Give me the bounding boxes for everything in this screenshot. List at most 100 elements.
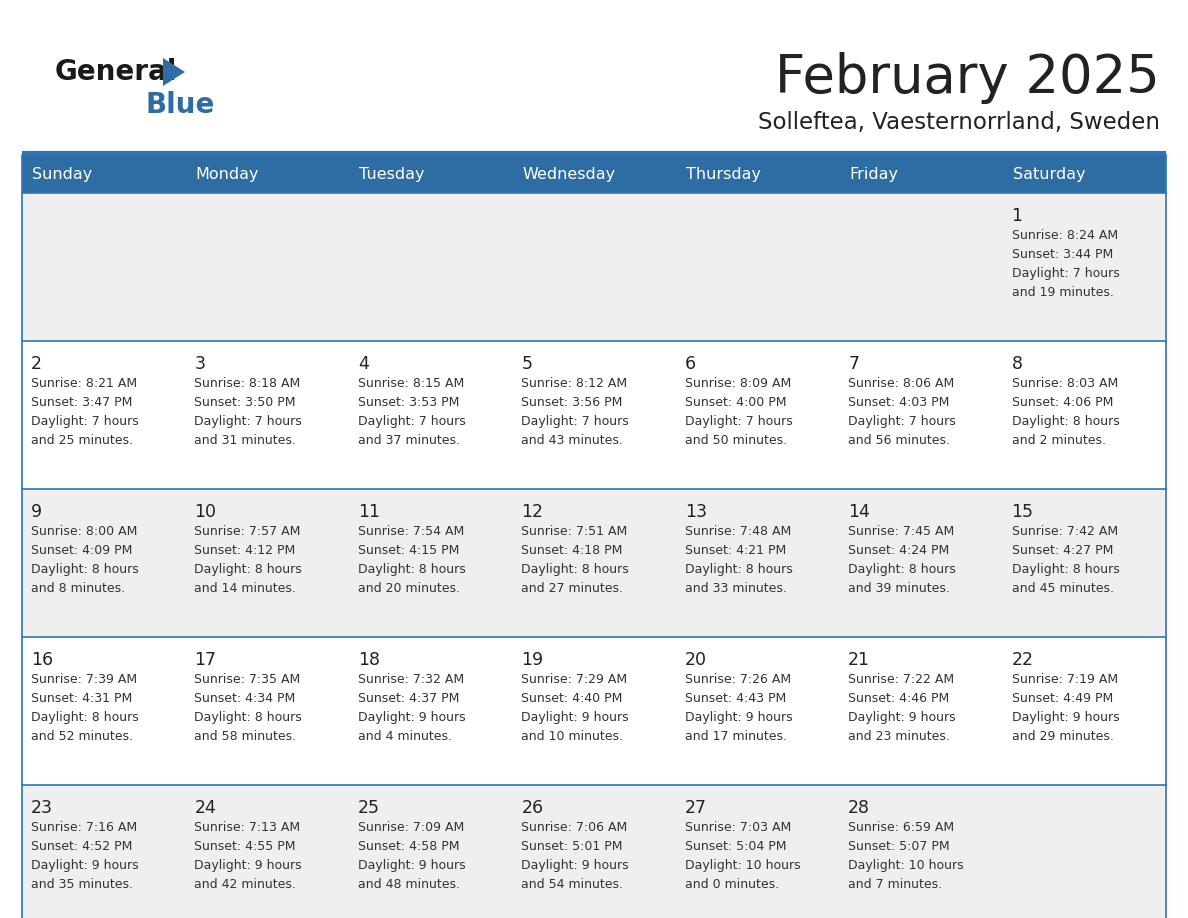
Text: Sunset: 4:43 PM: Sunset: 4:43 PM bbox=[684, 692, 786, 705]
Text: and 23 minutes.: and 23 minutes. bbox=[848, 730, 950, 743]
Text: Solleftea, Vaesternorrland, Sweden: Solleftea, Vaesternorrland, Sweden bbox=[758, 110, 1159, 133]
Text: 21: 21 bbox=[848, 651, 870, 669]
Text: 9: 9 bbox=[31, 503, 42, 521]
Bar bbox=[1003, 155, 1165, 193]
Text: 1: 1 bbox=[1011, 207, 1023, 225]
Text: 28: 28 bbox=[848, 799, 870, 817]
Text: Sunset: 4:55 PM: Sunset: 4:55 PM bbox=[195, 840, 296, 853]
Text: and 35 minutes.: and 35 minutes. bbox=[31, 878, 133, 891]
Text: Sunrise: 7:57 AM: Sunrise: 7:57 AM bbox=[195, 525, 301, 538]
Text: Sunrise: 8:18 AM: Sunrise: 8:18 AM bbox=[195, 377, 301, 390]
Text: Sunrise: 7:42 AM: Sunrise: 7:42 AM bbox=[1011, 525, 1118, 538]
Bar bbox=[185, 155, 349, 193]
Bar bbox=[23, 155, 185, 193]
Text: and 2 minutes.: and 2 minutes. bbox=[1011, 434, 1106, 447]
Text: Daylight: 8 hours: Daylight: 8 hours bbox=[358, 563, 466, 576]
Text: and 7 minutes.: and 7 minutes. bbox=[848, 878, 942, 891]
Text: Daylight: 8 hours: Daylight: 8 hours bbox=[31, 563, 139, 576]
Text: 11: 11 bbox=[358, 503, 380, 521]
Text: Sunset: 4:06 PM: Sunset: 4:06 PM bbox=[1011, 396, 1113, 409]
Text: Sunset: 5:04 PM: Sunset: 5:04 PM bbox=[684, 840, 786, 853]
Text: 27: 27 bbox=[684, 799, 707, 817]
Text: Sunrise: 8:15 AM: Sunrise: 8:15 AM bbox=[358, 377, 465, 390]
Text: 19: 19 bbox=[522, 651, 543, 669]
Text: and 45 minutes.: and 45 minutes. bbox=[1011, 582, 1113, 595]
Text: and 14 minutes.: and 14 minutes. bbox=[195, 582, 296, 595]
Text: and 54 minutes.: and 54 minutes. bbox=[522, 878, 624, 891]
Text: Saturday: Saturday bbox=[1012, 166, 1085, 182]
Text: Daylight: 8 hours: Daylight: 8 hours bbox=[195, 563, 302, 576]
Text: Sunset: 4:46 PM: Sunset: 4:46 PM bbox=[848, 692, 949, 705]
Text: 13: 13 bbox=[684, 503, 707, 521]
Text: Sunset: 4:00 PM: Sunset: 4:00 PM bbox=[684, 396, 786, 409]
Text: Wednesday: Wednesday bbox=[523, 166, 615, 182]
Text: Sunrise: 7:19 AM: Sunrise: 7:19 AM bbox=[1011, 673, 1118, 686]
Text: Sunset: 3:50 PM: Sunset: 3:50 PM bbox=[195, 396, 296, 409]
Text: Daylight: 7 hours: Daylight: 7 hours bbox=[195, 415, 302, 428]
Text: Sunset: 4:21 PM: Sunset: 4:21 PM bbox=[684, 544, 786, 557]
Text: Sunset: 4:27 PM: Sunset: 4:27 PM bbox=[1011, 544, 1113, 557]
Text: and 27 minutes.: and 27 minutes. bbox=[522, 582, 624, 595]
Text: and 20 minutes.: and 20 minutes. bbox=[358, 582, 460, 595]
Text: and 4 minutes.: and 4 minutes. bbox=[358, 730, 451, 743]
Text: Sunrise: 7:09 AM: Sunrise: 7:09 AM bbox=[358, 821, 465, 834]
Text: 22: 22 bbox=[1011, 651, 1034, 669]
Text: Sunrise: 7:39 AM: Sunrise: 7:39 AM bbox=[31, 673, 137, 686]
Polygon shape bbox=[163, 58, 185, 86]
Text: Daylight: 10 hours: Daylight: 10 hours bbox=[684, 859, 801, 872]
Text: Daylight: 8 hours: Daylight: 8 hours bbox=[1011, 563, 1119, 576]
Bar bbox=[512, 155, 676, 193]
Text: and 37 minutes.: and 37 minutes. bbox=[358, 434, 460, 447]
Bar bbox=[676, 155, 839, 193]
Text: Sunrise: 7:29 AM: Sunrise: 7:29 AM bbox=[522, 673, 627, 686]
Text: Daylight: 9 hours: Daylight: 9 hours bbox=[1011, 711, 1119, 724]
Text: Sunset: 3:53 PM: Sunset: 3:53 PM bbox=[358, 396, 460, 409]
Text: Sunrise: 8:21 AM: Sunrise: 8:21 AM bbox=[31, 377, 137, 390]
Text: 7: 7 bbox=[848, 355, 859, 373]
Text: Friday: Friday bbox=[849, 166, 898, 182]
Text: Sunrise: 7:16 AM: Sunrise: 7:16 AM bbox=[31, 821, 137, 834]
Text: Sunset: 4:03 PM: Sunset: 4:03 PM bbox=[848, 396, 949, 409]
Text: 16: 16 bbox=[31, 651, 53, 669]
Text: 18: 18 bbox=[358, 651, 380, 669]
Text: 5: 5 bbox=[522, 355, 532, 373]
Text: Sunrise: 8:24 AM: Sunrise: 8:24 AM bbox=[1011, 229, 1118, 242]
Text: 14: 14 bbox=[848, 503, 870, 521]
Text: Daylight: 9 hours: Daylight: 9 hours bbox=[31, 859, 139, 872]
Text: 10: 10 bbox=[195, 503, 216, 521]
Text: Daylight: 9 hours: Daylight: 9 hours bbox=[358, 859, 466, 872]
Text: and 50 minutes.: and 50 minutes. bbox=[684, 434, 786, 447]
Text: and 10 minutes.: and 10 minutes. bbox=[522, 730, 624, 743]
Bar bbox=[23, 785, 1165, 918]
Text: and 19 minutes.: and 19 minutes. bbox=[1011, 286, 1113, 299]
Text: Daylight: 8 hours: Daylight: 8 hours bbox=[195, 711, 302, 724]
Text: Sunset: 4:34 PM: Sunset: 4:34 PM bbox=[195, 692, 296, 705]
Text: 4: 4 bbox=[358, 355, 368, 373]
Text: Sunrise: 8:03 AM: Sunrise: 8:03 AM bbox=[1011, 377, 1118, 390]
Text: 25: 25 bbox=[358, 799, 380, 817]
Text: Sunset: 5:07 PM: Sunset: 5:07 PM bbox=[848, 840, 949, 853]
Text: Daylight: 8 hours: Daylight: 8 hours bbox=[848, 563, 956, 576]
Text: Sunrise: 8:00 AM: Sunrise: 8:00 AM bbox=[31, 525, 138, 538]
Text: and 48 minutes.: and 48 minutes. bbox=[358, 878, 460, 891]
Text: Daylight: 8 hours: Daylight: 8 hours bbox=[684, 563, 792, 576]
Text: and 43 minutes.: and 43 minutes. bbox=[522, 434, 624, 447]
Text: Sunrise: 6:59 AM: Sunrise: 6:59 AM bbox=[848, 821, 954, 834]
Text: Sunset: 4:58 PM: Sunset: 4:58 PM bbox=[358, 840, 460, 853]
Bar bbox=[839, 155, 1003, 193]
Text: Daylight: 8 hours: Daylight: 8 hours bbox=[1011, 415, 1119, 428]
Text: 20: 20 bbox=[684, 651, 707, 669]
Text: Daylight: 7 hours: Daylight: 7 hours bbox=[358, 415, 466, 428]
Text: General: General bbox=[55, 58, 177, 86]
Text: 8: 8 bbox=[1011, 355, 1023, 373]
Text: Sunrise: 7:06 AM: Sunrise: 7:06 AM bbox=[522, 821, 627, 834]
Text: 23: 23 bbox=[31, 799, 53, 817]
Bar bbox=[349, 155, 512, 193]
Text: and 17 minutes.: and 17 minutes. bbox=[684, 730, 786, 743]
Text: 3: 3 bbox=[195, 355, 206, 373]
Text: Daylight: 8 hours: Daylight: 8 hours bbox=[31, 711, 139, 724]
Text: and 39 minutes.: and 39 minutes. bbox=[848, 582, 950, 595]
Bar bbox=[23, 489, 1165, 637]
Text: Sunrise: 7:45 AM: Sunrise: 7:45 AM bbox=[848, 525, 954, 538]
Text: and 33 minutes.: and 33 minutes. bbox=[684, 582, 786, 595]
